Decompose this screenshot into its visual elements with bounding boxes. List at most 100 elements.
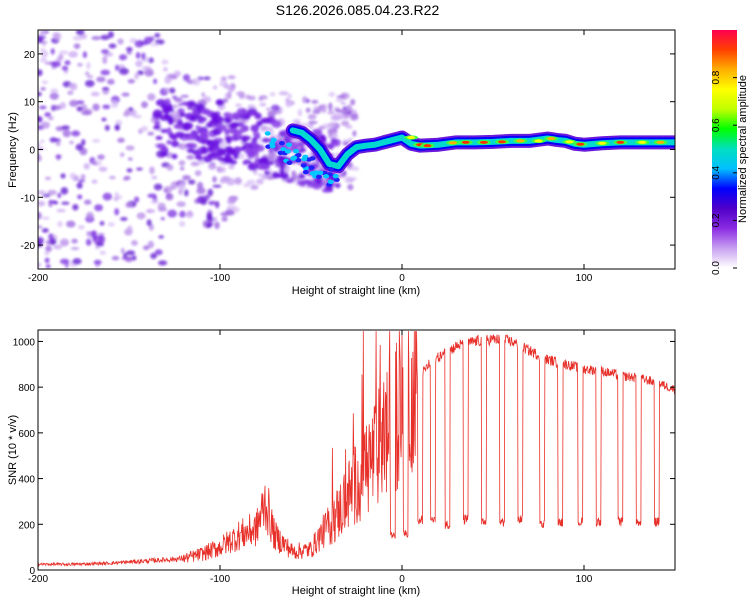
noise-blob <box>134 72 139 80</box>
noise-blob <box>126 225 133 234</box>
noise-blob <box>49 88 59 93</box>
noise-blob <box>75 143 84 151</box>
band-blob <box>202 155 213 163</box>
ridge-strand <box>269 143 276 149</box>
band-blob <box>240 146 246 152</box>
noise-blob <box>220 76 227 82</box>
colorbar-tick-label: 0.6 <box>711 118 722 132</box>
noise-blob <box>228 163 235 170</box>
noise-blob <box>96 241 104 247</box>
noise-blob <box>292 119 302 124</box>
noise-blob <box>219 178 225 184</box>
noise-blob <box>235 103 242 107</box>
spectrogram-xlabel: Height of straight line (km) <box>292 285 420 297</box>
noise-blob <box>169 87 176 94</box>
ridge-strand <box>323 174 330 179</box>
noise-blob <box>41 40 48 45</box>
noise-blob <box>100 34 110 40</box>
noise-blob <box>192 78 201 86</box>
noise-blob <box>126 51 132 55</box>
band-blob <box>153 125 161 130</box>
band-blob <box>200 108 211 115</box>
noise-blob <box>38 142 42 147</box>
noise-blob <box>127 78 136 84</box>
ridge-core <box>498 140 507 144</box>
noise-blob <box>135 51 141 59</box>
band-blob <box>173 123 183 130</box>
noise-blob <box>212 184 222 188</box>
colorbar-gradient <box>712 30 737 268</box>
noise-blob <box>154 39 165 45</box>
band-blob <box>242 160 249 166</box>
ridge-core <box>407 136 416 140</box>
spectrogram-xtick-label: -200 <box>28 273 48 284</box>
noise-blob <box>41 216 50 220</box>
noise-blob <box>40 30 46 37</box>
noise-blob <box>236 91 245 96</box>
noise-blob <box>97 232 105 236</box>
noise-blob <box>113 197 119 202</box>
band-blob <box>213 116 225 124</box>
band-blob <box>240 111 246 116</box>
snr-xtick-label: 100 <box>576 574 593 585</box>
noise-blob <box>44 112 52 118</box>
noise-blob <box>182 174 191 181</box>
band-blob <box>247 162 259 171</box>
noise-blob <box>121 92 130 97</box>
noise-blob <box>39 57 47 63</box>
snr-frame <box>37 329 676 571</box>
ridge-strand <box>308 165 315 170</box>
noise-blob <box>166 73 177 78</box>
noise-blob <box>61 125 70 130</box>
noise-blob <box>214 221 220 230</box>
snr-ytick-label: 400 <box>18 475 35 486</box>
noise-blob <box>207 200 217 206</box>
noise-blob <box>163 186 173 193</box>
band-blob <box>286 178 293 184</box>
noise-blob <box>76 106 83 112</box>
ridge-strand <box>327 167 334 172</box>
band-blob <box>261 137 271 143</box>
noise-blob <box>157 260 168 266</box>
noise-blob <box>217 166 226 173</box>
noise-blob <box>131 239 138 246</box>
ridge-strand <box>315 174 322 180</box>
noise-blob <box>76 182 83 189</box>
noise-blob <box>141 101 148 109</box>
noise-blob <box>124 256 134 263</box>
ridge-strand <box>286 160 293 165</box>
band-blob <box>335 182 341 189</box>
noise-blob <box>72 204 79 211</box>
noise-blob <box>166 192 172 199</box>
noise-blob <box>226 177 236 186</box>
band-blob <box>279 168 285 174</box>
noise-blob <box>56 208 66 213</box>
snr-xtick-label: 0 <box>399 574 405 585</box>
noise-blob <box>62 129 71 138</box>
noise-blob <box>114 208 120 216</box>
noise-blob <box>38 225 43 229</box>
noise-blob <box>82 51 88 59</box>
band-blob <box>192 108 198 117</box>
noise-blob <box>230 195 239 202</box>
noise-blob <box>40 139 45 143</box>
noise-blob <box>340 101 346 105</box>
band-blob <box>160 128 168 134</box>
noise-blob <box>334 109 344 113</box>
noise-blob <box>75 30 85 36</box>
noise-blob <box>53 244 63 250</box>
noise-blob <box>190 161 200 167</box>
band-blob <box>154 120 161 127</box>
band-blob <box>233 132 243 141</box>
noise-blob <box>114 124 121 131</box>
noise-blob <box>50 48 55 55</box>
noise-blob <box>206 216 214 222</box>
noise-blob <box>133 114 142 119</box>
noise-blob <box>77 225 85 230</box>
band-blob <box>195 125 201 130</box>
noise-blob <box>350 98 356 106</box>
band-blob <box>155 135 163 140</box>
noise-blob <box>344 176 352 183</box>
spectrogram-ytick-label: 10 <box>24 98 36 109</box>
